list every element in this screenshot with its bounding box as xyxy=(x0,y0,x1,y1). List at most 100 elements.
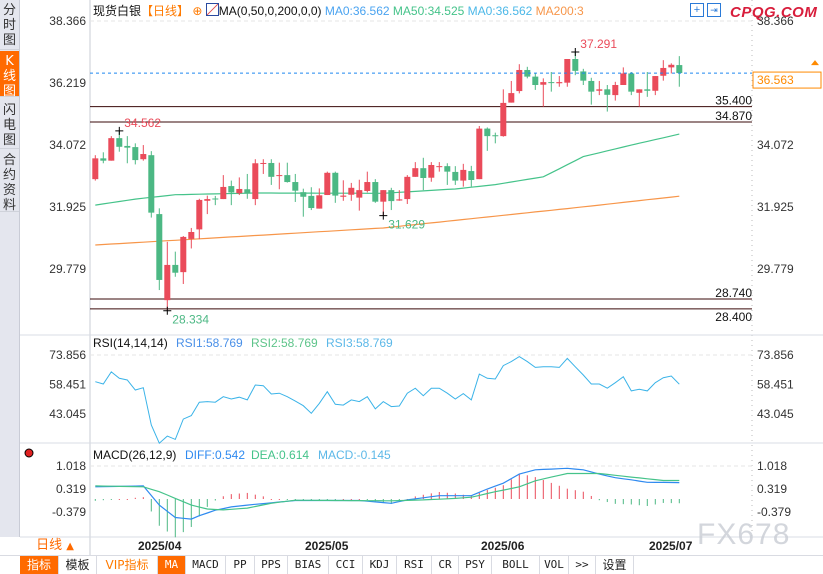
indicator-params[interactable]: MA(0,50,0,200,0,0) xyxy=(218,4,322,18)
candle[interactable] xyxy=(308,187,315,211)
indicator-chart-icon[interactable] xyxy=(205,3,219,16)
candle[interactable] xyxy=(596,80,603,96)
candle[interactable] xyxy=(444,163,451,185)
period-selector[interactable]: 日线 ▲ xyxy=(20,537,90,555)
candle[interactable] xyxy=(628,72,635,96)
candle[interactable] xyxy=(500,89,507,137)
candle[interactable] xyxy=(340,180,347,201)
tab-pp[interactable]: PP xyxy=(226,556,255,574)
candle[interactable] xyxy=(676,56,683,87)
scroll-up-icon[interactable] xyxy=(811,60,819,66)
tab-rsi[interactable]: RSI xyxy=(397,556,432,574)
candle[interactable] xyxy=(332,171,339,203)
candle[interactable] xyxy=(292,173,299,202)
candle[interactable] xyxy=(148,151,155,218)
tab-boll[interactable]: BOLL xyxy=(492,556,540,574)
tab-pps[interactable]: PPS xyxy=(255,556,288,574)
macd-panel[interactable] xyxy=(94,467,680,538)
rsi-panel[interactable] xyxy=(95,356,680,445)
tab-kdj[interactable]: KDJ xyxy=(363,556,397,574)
candle[interactable] xyxy=(300,188,307,217)
candle[interactable] xyxy=(468,165,475,187)
tab-设置[interactable]: 设置 xyxy=(596,556,634,574)
candle[interactable] xyxy=(164,241,171,311)
tab-指标[interactable]: 指标 xyxy=(20,556,59,574)
candle[interactable] xyxy=(612,81,619,101)
candle[interactable] xyxy=(436,162,443,172)
candle[interactable] xyxy=(156,208,163,291)
candle[interactable] xyxy=(428,162,435,182)
candle[interactable] xyxy=(524,66,531,79)
crosshair-toggle-icon[interactable]: ⊕ xyxy=(192,4,203,18)
tab-模板[interactable]: 模板 xyxy=(59,556,97,574)
candle[interactable] xyxy=(540,78,547,107)
candle[interactable] xyxy=(636,89,643,107)
candle[interactable] xyxy=(132,143,139,165)
candle[interactable] xyxy=(396,190,403,201)
candle[interactable] xyxy=(492,132,499,144)
candle[interactable] xyxy=(388,187,395,211)
candle[interactable] xyxy=(324,171,331,196)
candle[interactable] xyxy=(532,73,539,90)
candle[interactable] xyxy=(564,59,571,87)
candle[interactable] xyxy=(124,136,131,164)
candle[interactable] xyxy=(460,163,467,187)
candle[interactable] xyxy=(252,159,259,206)
indicator-settings-icon[interactable] xyxy=(24,448,34,458)
candle[interactable] xyxy=(652,76,659,96)
candle[interactable] xyxy=(100,152,107,164)
candle[interactable] xyxy=(260,159,267,174)
tab-macd[interactable]: MACD xyxy=(186,556,226,574)
crosshair-icon[interactable]: + xyxy=(690,3,704,17)
tab-vip指标[interactable]: VIP指标 xyxy=(97,556,158,574)
candle[interactable] xyxy=(476,126,483,180)
candle[interactable] xyxy=(108,136,115,161)
candle[interactable] xyxy=(204,195,211,215)
candle[interactable] xyxy=(412,162,419,177)
candle[interactable] xyxy=(668,63,675,74)
candle[interactable] xyxy=(508,80,515,103)
candle[interactable] xyxy=(244,173,251,199)
candle[interactable] xyxy=(404,175,411,204)
candle[interactable] xyxy=(580,68,587,85)
candle[interactable] xyxy=(452,166,459,185)
tab-cci[interactable]: CCI xyxy=(329,556,363,574)
tab-flash[interactable]: 闪电图 xyxy=(0,100,19,149)
tab-vol[interactable]: VOL xyxy=(540,556,569,574)
candle[interactable] xyxy=(604,84,611,112)
candle[interactable] xyxy=(420,157,427,191)
candle[interactable] xyxy=(92,155,99,181)
candle[interactable] xyxy=(588,77,595,105)
candle[interactable] xyxy=(180,236,187,284)
tab-timeshare[interactable]: 分时图 xyxy=(0,0,19,50)
candle[interactable] xyxy=(236,177,243,196)
candle[interactable] xyxy=(364,171,371,193)
candle[interactable] xyxy=(196,198,203,240)
tab-psy[interactable]: PSY xyxy=(459,556,492,574)
tab-bias[interactable]: BIAS xyxy=(288,556,329,574)
candle[interactable] xyxy=(212,195,219,206)
candle[interactable] xyxy=(172,251,179,277)
candle[interactable] xyxy=(268,159,275,185)
candle[interactable] xyxy=(348,182,355,201)
candle[interactable] xyxy=(644,72,651,97)
candle[interactable] xyxy=(228,180,235,206)
candle[interactable] xyxy=(484,127,491,151)
candle[interactable] xyxy=(548,72,555,92)
candle[interactable] xyxy=(356,179,363,211)
candle[interactable] xyxy=(620,67,627,85)
candle[interactable] xyxy=(556,76,563,87)
candle[interactable] xyxy=(516,64,523,94)
candle[interactable] xyxy=(140,145,147,161)
tab-contract-info[interactable]: 合约资料 xyxy=(0,150,19,213)
candle[interactable] xyxy=(188,227,195,249)
tab-cr[interactable]: CR xyxy=(432,556,459,574)
fit-range-icon[interactable]: ⇥ xyxy=(707,3,721,17)
candle[interactable] xyxy=(372,179,379,203)
candle[interactable] xyxy=(276,162,283,190)
tab-ma[interactable]: MA xyxy=(158,556,186,574)
candle[interactable] xyxy=(660,60,667,81)
